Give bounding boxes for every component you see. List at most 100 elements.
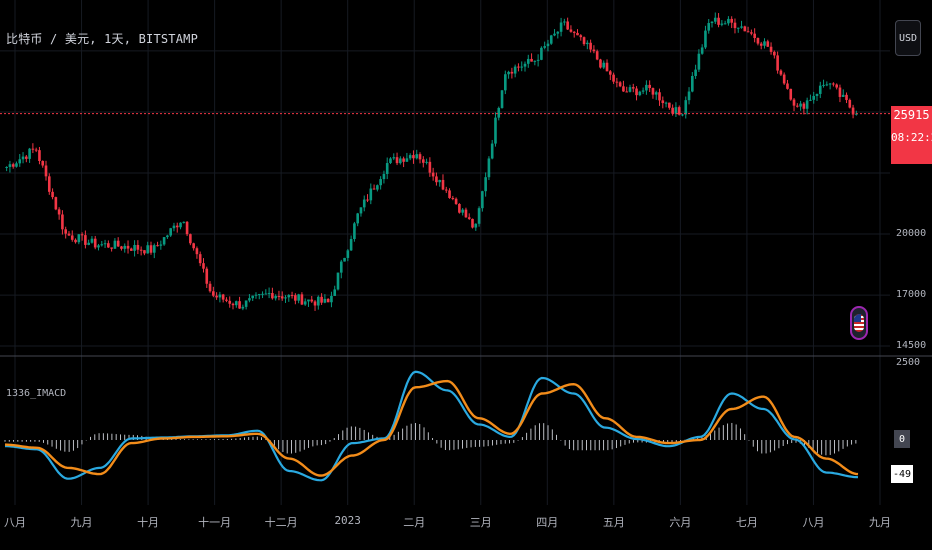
candle-body [556,31,560,34]
candle-body [294,295,297,301]
candle-body [510,71,514,74]
candle-body [405,158,409,162]
candle-body [399,158,402,164]
candle-body [77,234,81,243]
candle-body [832,83,835,85]
candle-body [156,245,159,247]
price-tick-label: 20000 [896,228,927,240]
candle-body [435,176,438,183]
candle-body [231,303,235,306]
candle-body [189,234,192,244]
candle-body [474,223,478,228]
candle-body [759,43,763,46]
candle-body [746,31,750,33]
candle-body [763,41,766,46]
candle-body [631,87,635,89]
time-tick-label: 六月 [669,516,692,529]
candle-body [618,82,622,87]
candle-body [415,154,419,159]
candle-body [572,31,576,33]
candle-body [257,294,261,296]
candle-body [520,66,524,68]
candle-body [786,83,789,89]
candle-body [5,166,8,168]
candle-body [313,301,317,306]
candle-body [254,294,258,296]
candle-body [84,235,87,245]
candle-body [605,62,609,72]
candle-body [172,225,176,229]
candle-body [651,88,655,95]
candle-body [622,86,625,92]
candle-body [126,245,130,249]
candle-body [274,295,277,299]
candle-body [713,17,717,22]
candle-body [343,257,346,262]
candle-body [700,47,704,54]
candle-body [349,239,353,251]
candle-body [825,84,829,86]
candle-body [513,66,517,74]
candle-body [543,46,546,48]
candle-body [103,243,107,245]
candle-body [11,164,15,167]
candle-body [57,209,61,215]
candle-body [90,238,94,243]
countdown-timer: 08:22:28 [891,131,932,144]
candle-body [159,244,163,246]
candle-body [845,94,848,100]
candle-body [536,59,540,61]
candle-body [248,298,251,301]
candle-body [362,199,366,208]
price-tick-label: 14500 [896,340,927,351]
candle-body [504,74,507,91]
candle-body [671,107,674,114]
candle-body [51,191,54,198]
candle-body [677,107,681,115]
candle-body [110,247,113,249]
price-candles [5,12,858,311]
candle-body [251,295,255,299]
candle-body [851,107,855,115]
candle-body [533,60,537,62]
candle-body [320,296,323,303]
candle-body [267,293,271,295]
candle-body [497,107,501,118]
candle-body [116,240,120,247]
candle-body [100,244,104,246]
candle-body [238,301,241,309]
candle-body [756,37,760,44]
candle-body [477,208,481,224]
currency-button[interactable]: USD [895,20,921,56]
candle-body [271,293,274,299]
candle-body [333,289,337,296]
macd-line [5,370,859,482]
zero-line-tag: 0 [894,430,910,448]
candle-body [641,90,645,92]
candle-body [330,295,333,303]
candle-body [822,84,825,86]
candle-body [120,246,123,249]
candle-body [490,143,494,159]
candle-body [25,156,28,159]
candle-body [310,299,314,302]
candle-body [540,47,543,60]
last-price-tag: 25915 08:22:28 [891,106,932,164]
candle-body [303,301,307,305]
candle-body [530,58,533,62]
candle-body [835,84,838,88]
candle-body [841,94,845,97]
candle-body [484,177,487,192]
candle-body [418,154,422,160]
candle-body [175,225,179,228]
candle-body [123,245,127,249]
us-flag-icon[interactable] [850,306,868,340]
candle-body [602,62,606,68]
candle-body [697,53,701,70]
candle-body [553,33,556,36]
indicator-label[interactable]: 1336_IMACD [6,388,67,399]
candle-body [382,173,386,180]
candle-body [589,42,592,50]
candle-body [579,35,583,38]
